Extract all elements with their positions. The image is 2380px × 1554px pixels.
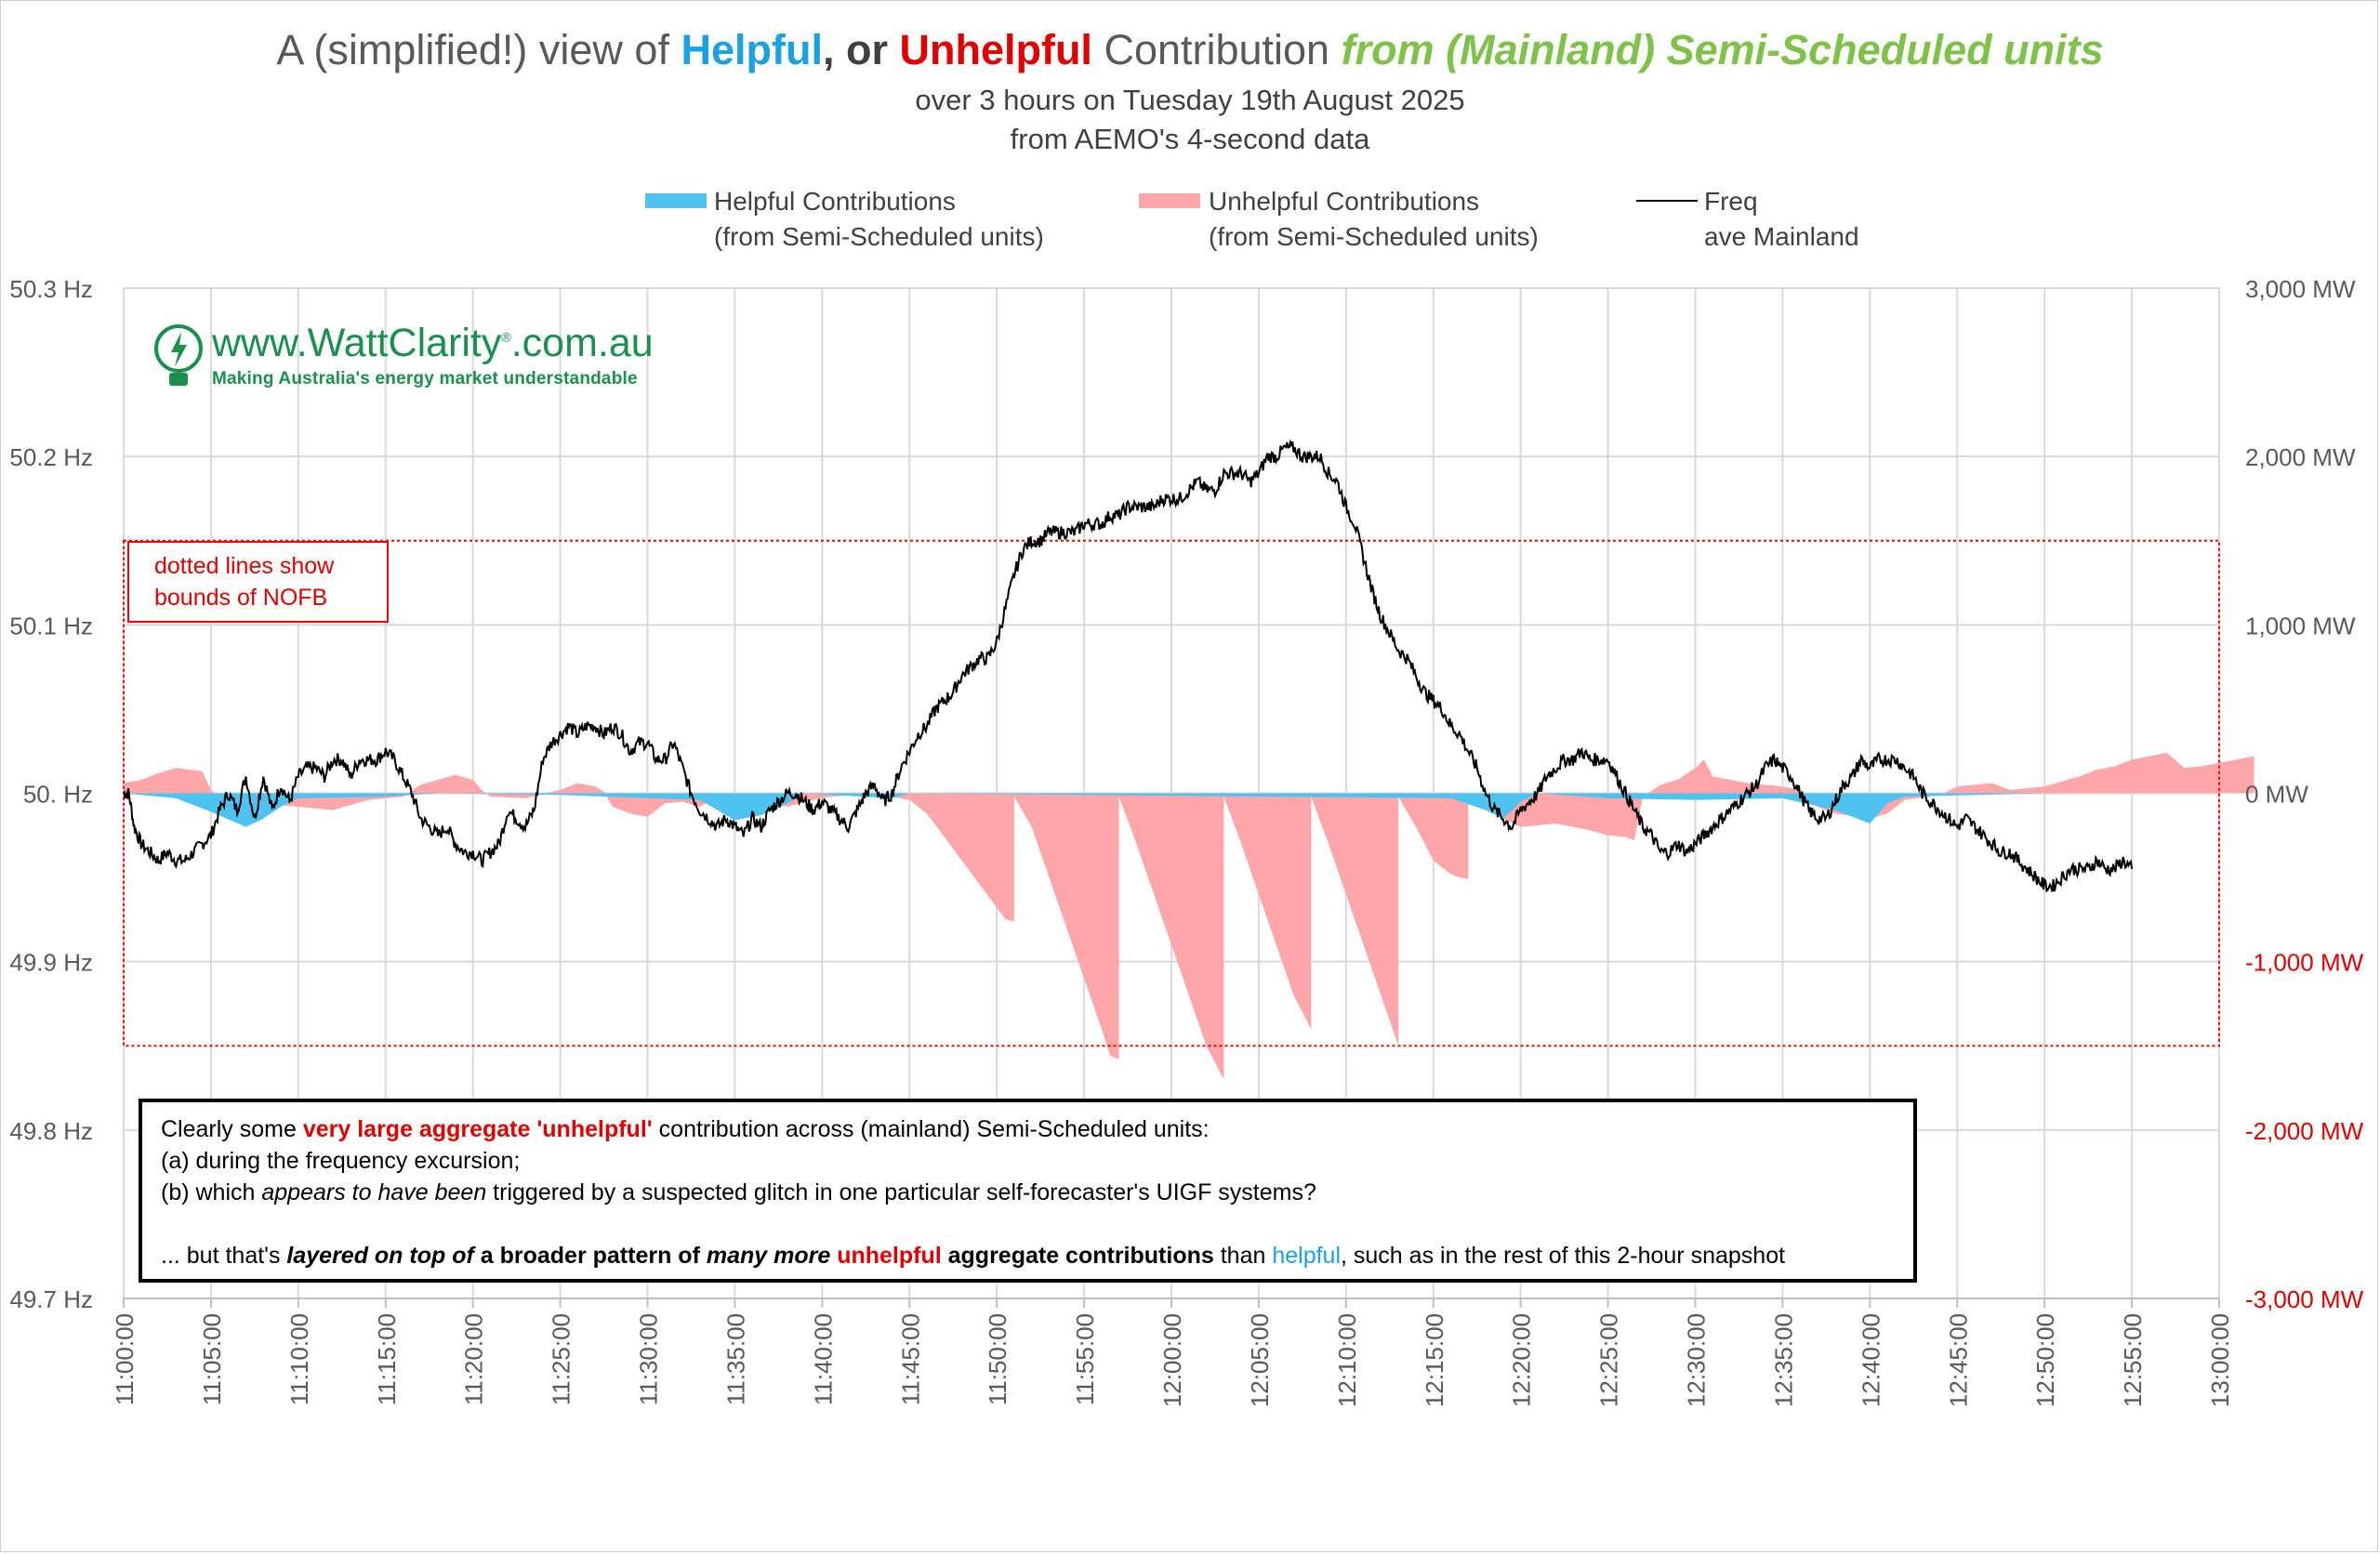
y-right-tick-label: 0 MW <box>2245 781 2308 809</box>
x-tick-label: 12:30:00 <box>1683 1313 1711 1407</box>
y-left-tick-label: 49.7 Hz <box>9 1285 93 1313</box>
legend-swatch-freq <box>1636 200 1698 202</box>
logo-reg-mark: ® <box>501 329 511 345</box>
y-left-tick-label: 50. Hz <box>23 781 93 809</box>
y-right-tick-label: -2,000 MW <box>2245 1117 2364 1145</box>
y-right-tick-label: 2,000 MW <box>2245 443 2356 471</box>
annotation-text: contribution across (mainland) Semi-Sche… <box>652 1116 1210 1142</box>
x-tick-label: 13:00:00 <box>2206 1313 2234 1407</box>
legend-item-helpful: Helpful Contributions (from Semi-Schedule… <box>714 184 1044 255</box>
legend-swatch-helpful <box>645 193 707 208</box>
line-layer <box>123 439 2134 893</box>
title-unhelpful: Unhelpful <box>899 26 1092 73</box>
logo-tagline: Making Australia's energy market underst… <box>212 369 638 388</box>
x-tick-label: 11:35:00 <box>721 1313 749 1405</box>
x-tick-label: 12:45:00 <box>1944 1313 1972 1407</box>
legend-item-unhelpful: Unhelpful Contributions (from Semi-Schedu… <box>1209 184 1539 255</box>
y-left-tick-label: 49.9 Hz <box>9 949 93 977</box>
legend-unhelpful-line1: Unhelpful Contributions <box>1209 187 1480 216</box>
annotation-emphasis: very large aggregate 'unhelpful' <box>302 1116 653 1142</box>
x-tick-label: 12:05:00 <box>1246 1313 1274 1407</box>
x-tick-label: 12:25:00 <box>1595 1313 1623 1407</box>
annotation-line-3: (b) which appears to have been triggered… <box>161 1177 1895 1208</box>
legend-freq-line2: ave Mainland <box>1704 222 1859 251</box>
logo-url-main: www.WattClarity <box>212 321 502 365</box>
x-tick-label: 11:15:00 <box>373 1313 401 1405</box>
annotation-unhelpful-word: unhelpful <box>837 1243 942 1269</box>
legend-swatch-unhelpful <box>1139 193 1200 208</box>
unhelpful-area <box>124 753 2254 1080</box>
y-right-tick-label: -1,000 MW <box>2245 949 2364 977</box>
annotation-bold: aggregate contributions <box>941 1243 1214 1269</box>
x-tick-label: 11:00:00 <box>111 1313 139 1405</box>
annotation-text: triggered by a suspected glitch in one p… <box>486 1179 1316 1205</box>
x-tick-label: 12:50:00 <box>2031 1313 2059 1407</box>
x-tick-label: 11:50:00 <box>984 1313 1012 1405</box>
chart-title: A (simplified!) view of Helpful, or Unhe… <box>0 26 2380 74</box>
x-tick-label: 11:10:00 <box>285 1313 313 1405</box>
annotation-box: Clearly some very large aggregate 'unhel… <box>139 1099 1917 1283</box>
x-tick-label: 12:40:00 <box>1857 1313 1884 1407</box>
annotation-text: (b) which <box>161 1179 262 1205</box>
legend-item-freq: Freq ave Mainland <box>1704 184 1859 255</box>
wattclarity-logo: www.WattClarity®.com.au Making Australia… <box>151 321 671 395</box>
title-part2: , or <box>822 26 900 73</box>
annotation-italic: appears to have been <box>261 1179 487 1205</box>
annotation-bold-italic: layered on top of <box>286 1243 474 1269</box>
lightbulb-icon <box>154 324 203 386</box>
title-helpful: Helpful <box>681 26 823 73</box>
y-left-tick-label: 50.3 Hz <box>9 275 93 303</box>
x-tick-label: 12:55:00 <box>2119 1313 2147 1407</box>
axis-layer: 50.3 Hz 3,000 MW 50.2 Hz 2,000 MW 50.1 Hz 1,0… <box>9 275 2363 1407</box>
y-right-tick-label: 3,000 MW <box>2245 275 2356 303</box>
annotation-text: , such as in the rest of this 2-hour sna… <box>1341 1243 1786 1269</box>
title-part1: A (simplified!) view of <box>276 26 681 73</box>
title-part4: from (Mainland) Semi-Scheduled units <box>1341 26 2104 73</box>
x-tick-label: 12:15:00 <box>1421 1313 1448 1407</box>
chart-subtitle-1: over 3 hours on Tuesday 19th August 2025 <box>915 84 1465 116</box>
x-tick-label: 12:20:00 <box>1508 1313 1536 1407</box>
freq-line <box>123 439 2134 893</box>
y-left-tick-label: 50.1 Hz <box>9 612 93 639</box>
nofb-note-line2: bounds of NOFB <box>154 585 328 611</box>
y-left-tick-label: 50.2 Hz <box>9 443 93 471</box>
x-tick-label: 11:20:00 <box>460 1313 488 1405</box>
chart-subtitle-2: from AEMO's 4-second data <box>1010 123 1370 155</box>
nofb-note: dotted lines show bounds of NOFB <box>127 541 389 623</box>
y-right-tick-label: -3,000 MW <box>2245 1285 2364 1313</box>
annotation-helpful-word: helpful <box>1272 1243 1342 1269</box>
annotation-text: than <box>1213 1243 1273 1269</box>
y-right-tick-label: 1,000 MW <box>2245 612 2356 639</box>
y-left-tick-label: 49.8 Hz <box>9 1117 93 1145</box>
x-tick-label: 12:10:00 <box>1333 1313 1361 1407</box>
area-layer <box>124 753 2254 1080</box>
x-tick-label: 11:45:00 <box>896 1313 924 1405</box>
x-tick-label: 11:55:00 <box>1071 1313 1099 1405</box>
annotation-line-5: ... but that's layered on top of a broad… <box>161 1240 1895 1271</box>
x-tick-label: 12:00:00 <box>1158 1313 1186 1407</box>
annotation-text: Clearly some <box>161 1116 303 1142</box>
annotation-line-1: Clearly some very large aggregate 'unhel… <box>161 1113 1895 1145</box>
legend-unhelpful-line2: (from Semi-Scheduled units) <box>1209 222 1539 251</box>
x-tick-label: 11:30:00 <box>635 1313 663 1405</box>
title-part3: Contribution <box>1091 26 1342 73</box>
x-tick-label: 11:25:00 <box>548 1313 575 1405</box>
legend-helpful-line1: Helpful Contributions <box>714 187 956 216</box>
x-tick-label: 12:35:00 <box>1769 1313 1797 1407</box>
annotation-bold: a broader pattern of <box>473 1243 707 1269</box>
logo-url: www.WattClarity®.com.au <box>212 321 654 366</box>
logo-url-end: .com.au <box>510 321 654 365</box>
annotation-text: ... but that's <box>161 1243 287 1269</box>
x-tick-label: 11:40:00 <box>809 1313 837 1405</box>
annotation-line-blank <box>161 1208 1895 1240</box>
helpful-area <box>124 793 2133 827</box>
nofb-note-line1: dotted lines show <box>154 553 335 579</box>
annotation-bold-italic: many more <box>706 1243 831 1269</box>
legend-helpful-line2: (from Semi-Scheduled units) <box>714 222 1044 251</box>
x-tick-label: 11:05:00 <box>198 1313 226 1405</box>
legend-freq-line1: Freq <box>1704 187 1758 216</box>
annotation-line-2: (a) during the frequency excursion; <box>161 1148 521 1174</box>
